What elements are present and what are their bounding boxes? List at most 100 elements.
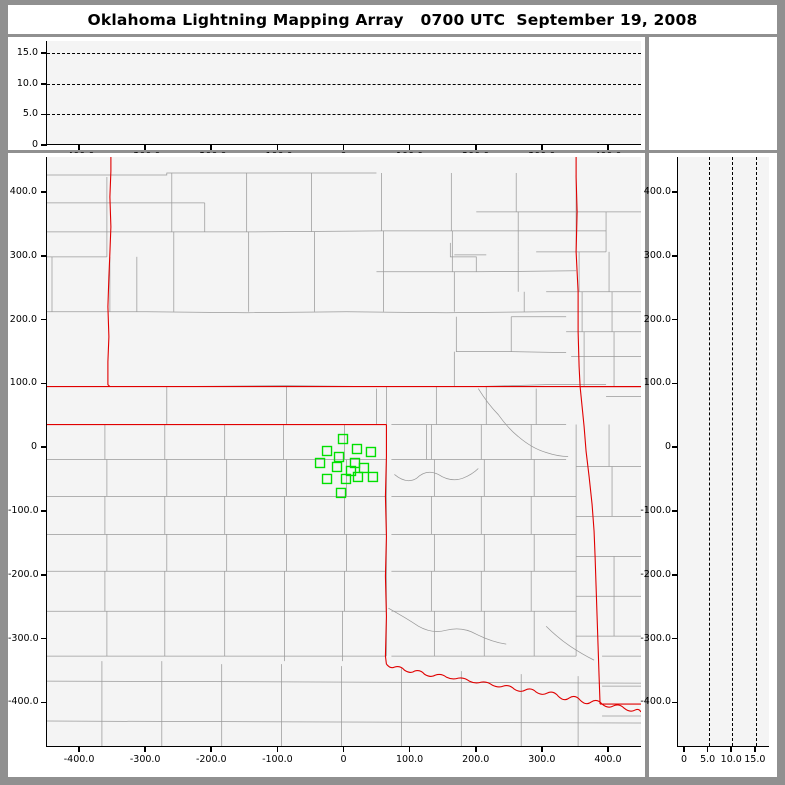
- x-axis-label: 200.0: [462, 754, 490, 765]
- y-axis-label: -200.0: [8, 568, 39, 580]
- y-axis-label: 0: [30, 441, 37, 453]
- altitude-vs-source-count-plot[interactable]: [677, 157, 769, 747]
- x-tickmark: [408, 145, 411, 150]
- y-axis-label: 200.0: [643, 313, 671, 325]
- gridline-vertical: [708, 157, 710, 746]
- x-tickmark: [607, 747, 609, 752]
- y-axis-label: 100.0: [643, 377, 671, 389]
- y-axis-label: -100.0: [8, 505, 39, 516]
- x-tickmark: [210, 747, 213, 752]
- x-tickmark: [144, 747, 146, 752]
- x-tickmark: [754, 747, 756, 752]
- x-axis-label: 15.0: [744, 754, 766, 765]
- x-tickmark: [730, 747, 733, 752]
- y-axis-label: -400.0: [640, 696, 671, 708]
- x-tickmark: [276, 747, 279, 752]
- title-panel: Oklahoma Lightning Mapping Array 0700 UT…: [8, 5, 777, 34]
- x-tickmark: [474, 145, 477, 150]
- y-tickmark: [41, 382, 47, 385]
- x-tickmark: [276, 145, 279, 150]
- x-tickmark: [210, 145, 213, 150]
- y-tickmark: [672, 191, 678, 193]
- y-axis-label: 15.0: [16, 47, 38, 59]
- x-tickmark: [541, 145, 543, 150]
- x-axis-label: 10.0: [720, 754, 742, 765]
- y-tickmark: [41, 191, 47, 193]
- y-axis-label: -300.0: [8, 632, 39, 644]
- x-axis-label: 300.0: [528, 754, 556, 765]
- y-tickmark: [672, 446, 678, 448]
- county-boundaries: [47, 172, 641, 387]
- x-tickmark: [683, 747, 685, 752]
- gridline-vertical: [755, 157, 757, 746]
- lightning-source-markers: [314, 433, 379, 499]
- x-tickmark: [78, 747, 80, 752]
- y-axis-label: -200.0: [640, 568, 671, 580]
- state-boundaries: [47, 157, 641, 713]
- oklahoma-county-boundaries: [47, 386, 641, 662]
- y-tickmark: [672, 637, 678, 640]
- river-lines: [388, 388, 595, 661]
- y-axis-label: 5.0: [22, 108, 38, 120]
- y-axis-label: 200.0: [9, 313, 37, 325]
- y-tickmark: [41, 318, 47, 321]
- y-axis-label: 0: [664, 441, 671, 453]
- y-tickmark: [41, 83, 47, 85]
- altitude-vs-east-west-plot[interactable]: [46, 41, 641, 145]
- y-tickmark: [41, 144, 47, 146]
- y-tickmark: [672, 573, 678, 576]
- map-geography: [47, 157, 641, 746]
- y-tickmark: [672, 510, 678, 512]
- y-axis-label: 10.0: [16, 77, 38, 89]
- y-tickmark: [672, 318, 678, 321]
- y-axis-label: 400.0: [9, 186, 37, 198]
- arkansas-county-boundaries: [602, 396, 641, 717]
- x-tickmark: [607, 145, 609, 150]
- y-axis-label: 0: [31, 139, 38, 150]
- x-tickmark: [144, 145, 146, 150]
- x-axis-label: 400.0: [594, 754, 622, 765]
- x-tickmark: [474, 747, 477, 752]
- y-tickmark: [41, 573, 47, 576]
- y-axis-label: 300.0: [9, 249, 37, 261]
- x-tickmark: [342, 145, 345, 150]
- top-right-blank-area: [653, 41, 773, 146]
- x-tickmark: [541, 747, 543, 752]
- y-tickmark: [672, 255, 678, 257]
- x-tickmark: [408, 747, 411, 752]
- y-tickmark: [41, 52, 47, 55]
- x-axis-label: 0: [681, 754, 688, 765]
- y-tickmark: [672, 382, 678, 385]
- top-right-blank-panel: [649, 37, 777, 150]
- x-axis-label: 100.0: [396, 754, 424, 765]
- y-tickmark: [41, 255, 47, 257]
- gridline-horizontal: [47, 114, 641, 116]
- y-tickmark: [41, 637, 47, 640]
- gridline-horizontal: [47, 83, 641, 85]
- altitude-vs-east-west-panel: 05.010.015.0-400.0-300.0-200.0-100.00100…: [8, 37, 645, 162]
- plan-view-map-panel: 400.0 300.0 200.0 100.0 0 -100.0 -200.0 -300.0 -…: [8, 153, 645, 777]
- x-tickmark: [78, 145, 80, 150]
- x-tickmark: [706, 747, 709, 752]
- gridline-horizontal: [47, 53, 641, 55]
- x-axis-label: 0: [340, 754, 347, 765]
- x-axis-label: -100.0: [262, 754, 293, 765]
- y-axis-label: 400.0: [643, 186, 671, 198]
- y-axis-label: -400.0: [8, 696, 39, 708]
- page-title: Oklahoma Lightning Mapping Array 0700 UT…: [87, 10, 698, 29]
- y-tickmark: [41, 113, 47, 116]
- y-tickmark: [41, 446, 47, 448]
- y-axis-label: 100.0: [9, 377, 37, 389]
- x-tickmark: [342, 747, 345, 752]
- y-axis-label: 300.0: [643, 249, 671, 261]
- x-axis-label: 5.0: [700, 754, 716, 765]
- plan-view-map-plot[interactable]: [46, 157, 641, 747]
- y-tickmark: [41, 701, 47, 704]
- y-axis-label: -300.0: [640, 632, 671, 644]
- x-axis-label: -400.0: [63, 754, 95, 765]
- y-axis-label: -100.0: [640, 505, 671, 516]
- y-tickmark: [672, 701, 678, 704]
- x-axis-label: -200.0: [195, 754, 227, 765]
- gridline-vertical: [732, 157, 734, 746]
- texas-county-boundaries: [47, 661, 641, 746]
